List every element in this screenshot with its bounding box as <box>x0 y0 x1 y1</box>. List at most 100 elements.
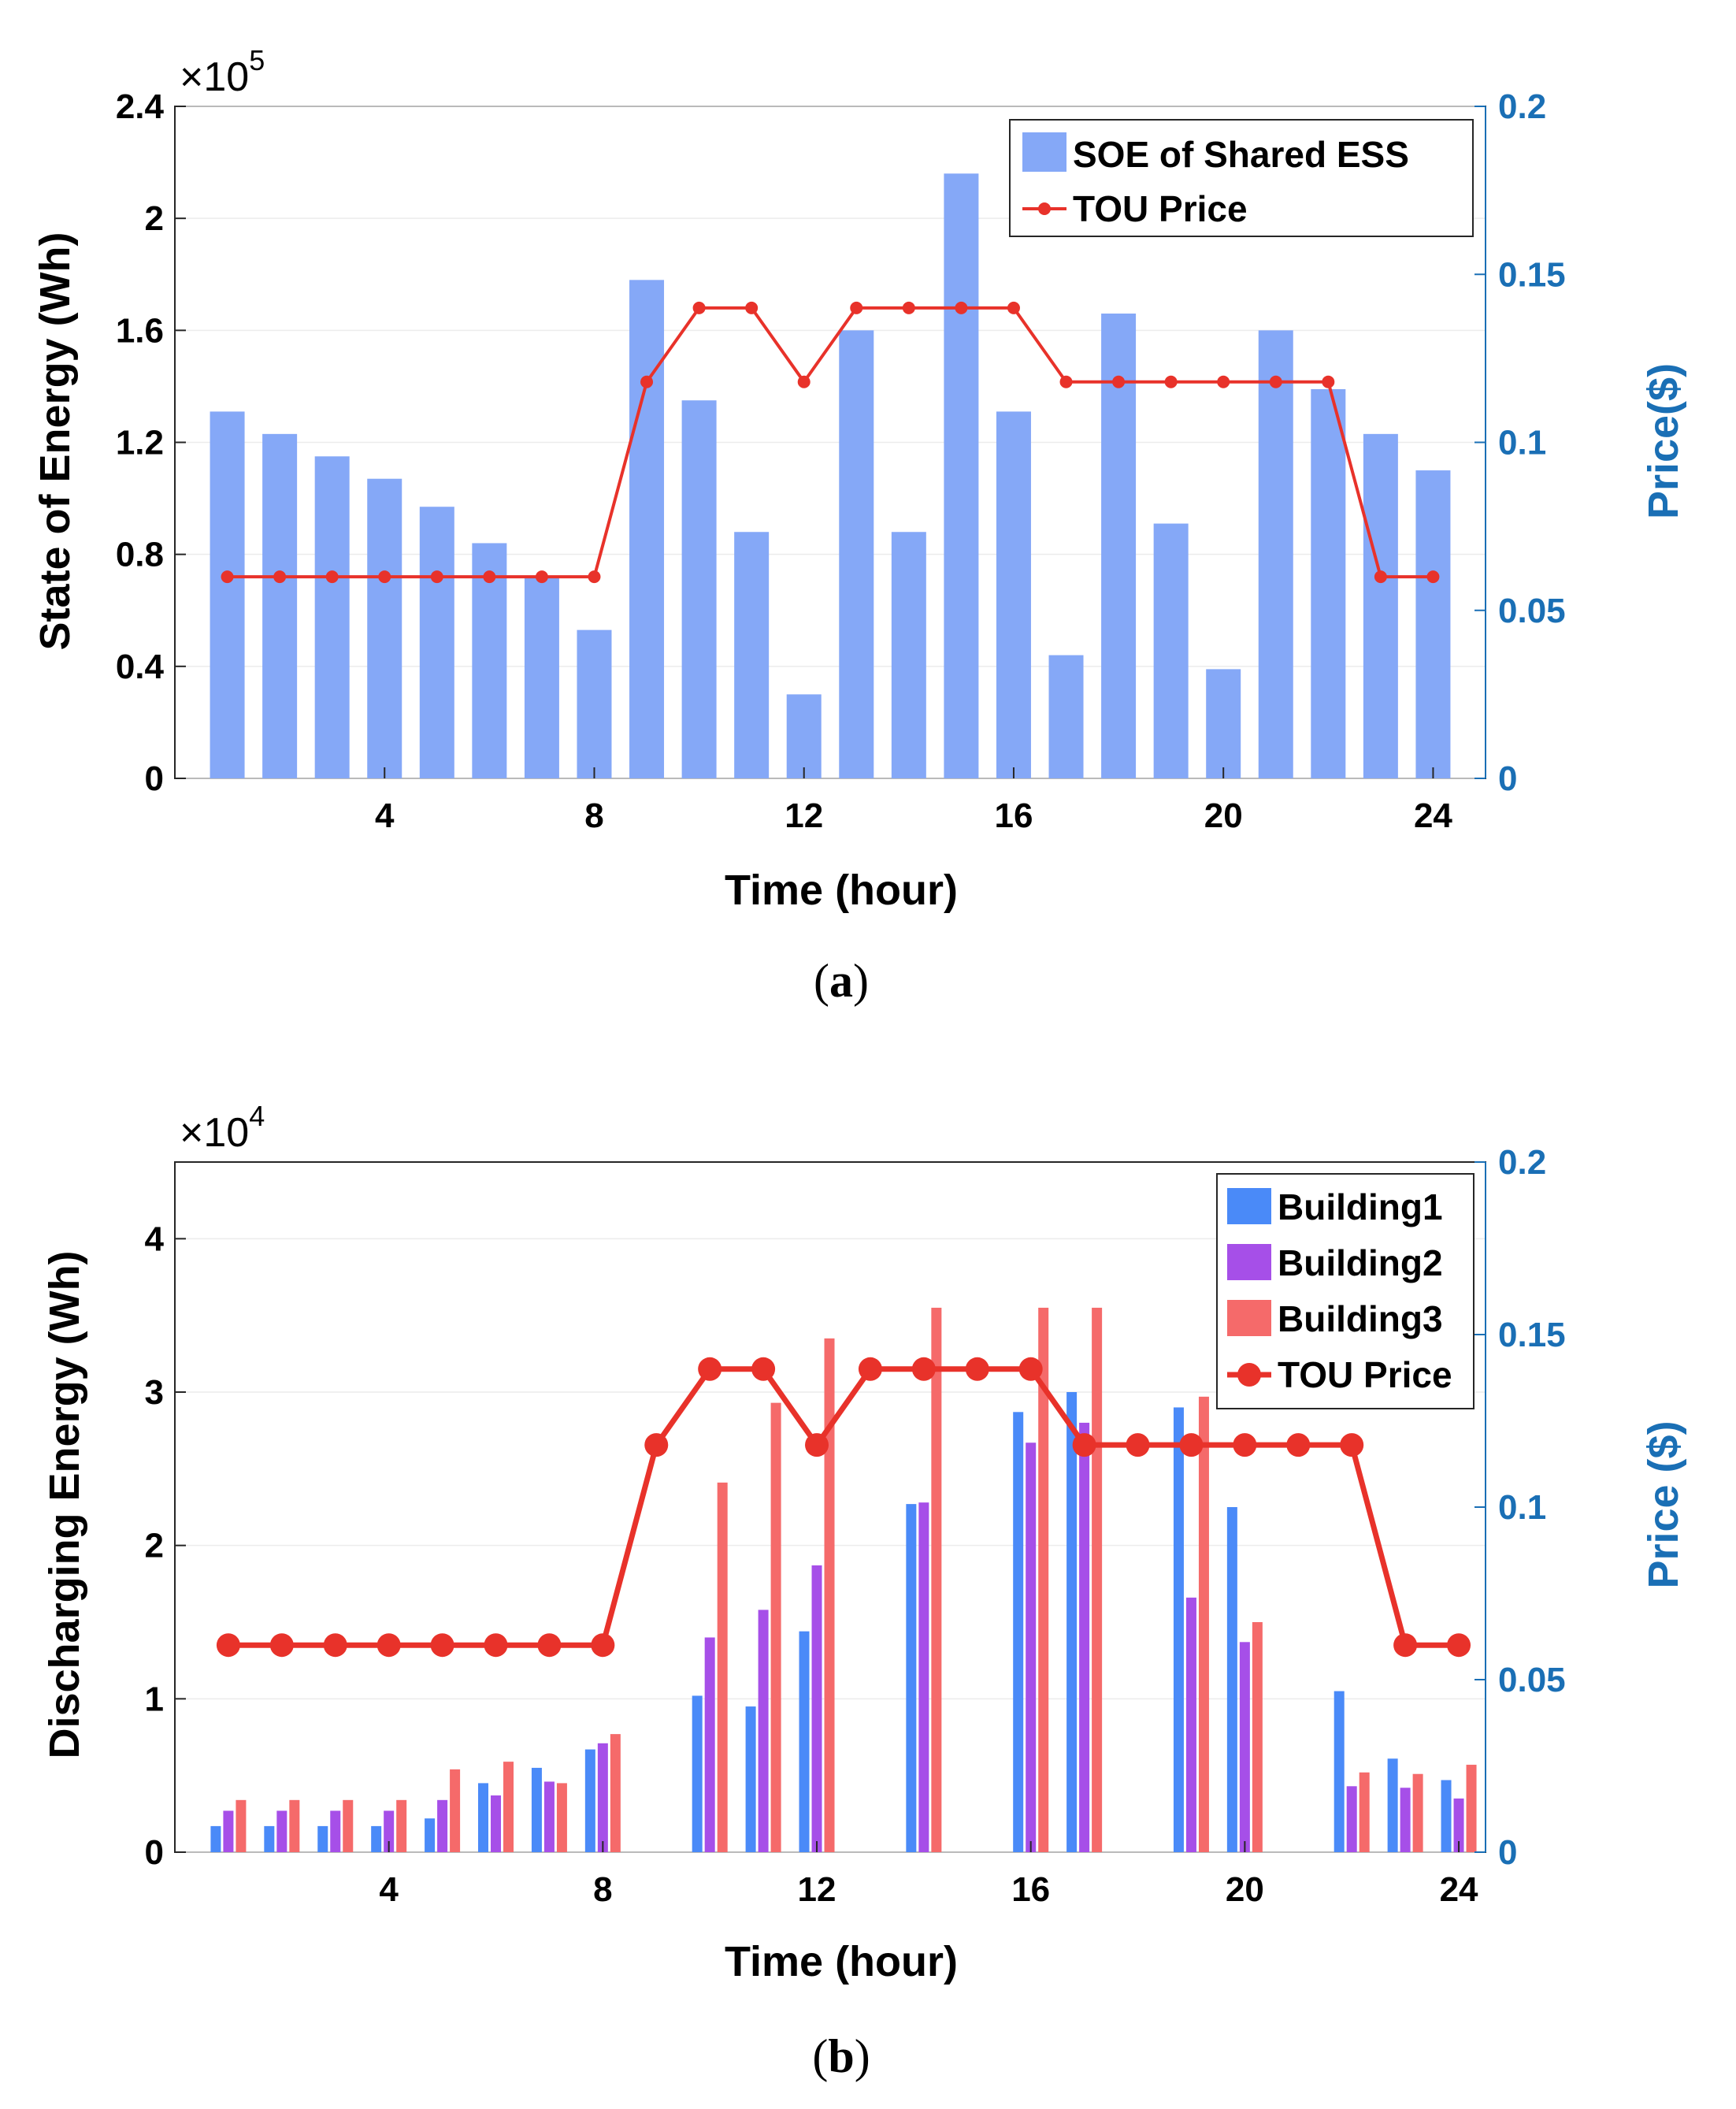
tou-price-point-h8 <box>591 1633 615 1658</box>
tou-price-point-h17 <box>1072 1433 1096 1457</box>
tou-price-point-h1 <box>216 1633 240 1658</box>
bar-building2-h1 <box>223 1810 234 1852</box>
bar-soe-of-shared-ess-h4 <box>367 478 402 778</box>
legend-swatch-building1 <box>1227 1188 1271 1224</box>
tou-price-point-h19 <box>1164 375 1178 388</box>
tou-price-point-h20 <box>1217 375 1230 388</box>
bar-building2-h5 <box>437 1799 448 1852</box>
tou-price-point-h3 <box>323 1633 347 1658</box>
bar-building3-h1 <box>236 1799 247 1852</box>
bar-building1-h14 <box>906 1504 917 1852</box>
y-right-tick-label: 0.05 <box>1498 1661 1566 1699</box>
tou-price-point-h23 <box>1374 570 1387 584</box>
legend-label-building1: Building1 <box>1278 1186 1443 1227</box>
tou-price-point-h22 <box>1322 375 1335 388</box>
tou-price-point-h13 <box>858 1357 882 1381</box>
bar-soe-of-shared-ess-h7 <box>524 577 559 778</box>
panel-a-legend: SOE of Shared ESS TOU Price <box>1009 119 1474 237</box>
tou-price-point-h17 <box>1059 375 1073 388</box>
bar-building2-h3 <box>330 1810 341 1852</box>
bar-building3-h16 <box>1038 1307 1049 1852</box>
panel-a-x-axis-title: Time (hour) <box>725 867 958 914</box>
panel-a-y-right-axis-title: Price($) <box>1640 363 1687 519</box>
legend-label-building3: Building3 <box>1278 1298 1443 1339</box>
x-tick-label: 16 <box>994 796 1033 835</box>
tou-price-point-h13 <box>850 301 863 314</box>
tou-price-point-h6 <box>483 570 496 584</box>
legend-label-tou-b: TOU Price <box>1278 1354 1452 1395</box>
tou-price-point-h22 <box>1340 1433 1364 1457</box>
bar-soe-of-shared-ess-h8 <box>577 629 612 778</box>
bar-building2-h10 <box>704 1637 715 1852</box>
bar-building2-h14 <box>918 1502 929 1852</box>
bar-building3-h10 <box>717 1482 728 1852</box>
bar-building2-h22 <box>1346 1786 1357 1852</box>
bar-building3-h11 <box>770 1402 781 1852</box>
panel-a-tou-line <box>221 301 1440 584</box>
bar-soe-of-shared-ess-h16 <box>996 411 1031 778</box>
bar-soe-of-shared-ess-h18 <box>1101 314 1137 779</box>
y-tick-label: 3 <box>145 1373 164 1412</box>
bar-building2-h23 <box>1400 1788 1411 1852</box>
panel-b-left-ticks: 0 1 2 3 4 <box>145 1220 186 1872</box>
bar-building1-h10 <box>692 1695 703 1852</box>
y-tick-label: 1.2 <box>116 424 164 462</box>
bar-soe-of-shared-ess-h10 <box>681 400 717 778</box>
bar-soe-of-shared-ess-h15 <box>944 173 979 779</box>
tou-price-point-h21 <box>1286 1433 1311 1457</box>
bar-soe-of-shared-ess-h9 <box>629 280 665 778</box>
y-right-tick-label: 0.15 <box>1498 1316 1566 1354</box>
tou-price-point-h10 <box>692 301 706 314</box>
x-tick-label: 20 <box>1204 796 1243 835</box>
tou-price-point-h5 <box>430 1633 454 1658</box>
bar-building1-h11 <box>745 1706 756 1852</box>
y-tick-label: 0 <box>145 759 164 798</box>
panel-b-tou-line <box>216 1357 1471 1658</box>
bar-building2-h19 <box>1185 1597 1196 1852</box>
bar-soe-of-shared-ess-h3 <box>314 456 350 778</box>
y-tick-label: 4 <box>145 1220 165 1258</box>
bar-soe-of-shared-ess-h12 <box>786 694 822 778</box>
panel-b-x-axis-title: Time (hour) <box>725 1938 958 1985</box>
tou-price-point-h16 <box>1018 1357 1043 1381</box>
tou-price-point-h12 <box>805 1433 829 1457</box>
legend-label-soe: SOE of Shared ESS <box>1073 134 1409 175</box>
bar-building2-h24 <box>1453 1798 1464 1852</box>
bar-building3-h24 <box>1466 1765 1477 1852</box>
tou-price-point-h2 <box>269 1633 294 1658</box>
bar-building1-h5 <box>425 1818 436 1852</box>
y-tick-label: 2 <box>145 1527 164 1565</box>
bar-building2-h12 <box>811 1565 822 1852</box>
tou-price-point-h9 <box>644 1433 669 1457</box>
tou-price-point-h24 <box>1447 1633 1471 1658</box>
y-tick-label: 0.4 <box>116 648 165 686</box>
tou-price-point-h3 <box>325 570 339 584</box>
bar-building2-h17 <box>1079 1422 1090 1852</box>
bar-soe-of-shared-ess-h14 <box>891 532 926 778</box>
panel-b-legend: Building1 Building2 Building3 TOU Price <box>1216 1173 1474 1409</box>
y-tick-label: 1.6 <box>116 311 164 350</box>
bar-soe-of-shared-ess-h20 <box>1206 669 1241 778</box>
x-tick-label: 8 <box>584 796 603 835</box>
bar-building1-h23 <box>1387 1758 1398 1852</box>
y-right-tick-label: 0.05 <box>1498 592 1566 630</box>
bar-building3-h23 <box>1412 1773 1423 1852</box>
panel-a-x-ticks: 4 8 12 16 20 24 <box>375 767 1452 835</box>
bar-building1-h2 <box>264 1825 275 1852</box>
tou-price-point-h15 <box>965 1357 989 1381</box>
bar-building3-h14 <box>931 1307 942 1852</box>
bar-building3-h4 <box>396 1799 407 1852</box>
tou-price-point-h10 <box>698 1357 722 1381</box>
tou-price-point-h4 <box>377 1633 401 1658</box>
tou-price-point-h16 <box>1007 301 1020 314</box>
panel-a-caption: (a) <box>814 955 869 1007</box>
bar-building1-h8 <box>584 1749 595 1852</box>
bar-building1-h17 <box>1066 1392 1078 1852</box>
bar-building2-h4 <box>384 1810 395 1852</box>
tou-price-point-h15 <box>955 301 968 314</box>
legend-swatch-building2 <box>1227 1244 1271 1280</box>
bar-building2-h2 <box>276 1810 287 1852</box>
bar-soe-of-shared-ess-h22 <box>1311 388 1346 778</box>
x-tick-label: 16 <box>1011 1870 1050 1909</box>
tou-price-point-h14 <box>902 301 915 314</box>
